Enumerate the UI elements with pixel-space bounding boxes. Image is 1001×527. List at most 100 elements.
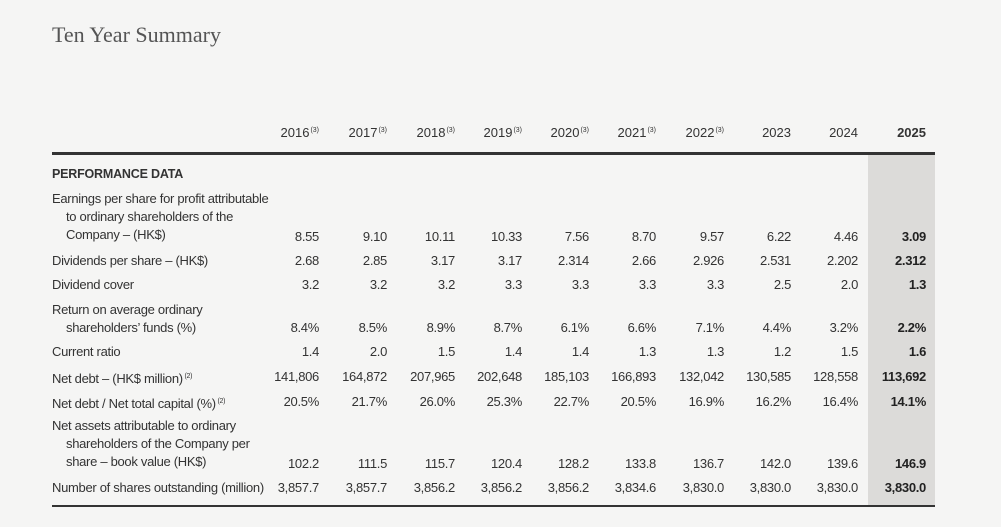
year-label: 2017: [348, 125, 378, 140]
year-header-2016: 2016(3): [281, 125, 319, 140]
table-cell: 2.312: [894, 253, 926, 268]
row-label-line: shareholders of the Company per: [66, 436, 250, 451]
table-cell: 1.4: [301, 344, 319, 359]
row-label-line: Net assets attributable to ordinary: [52, 418, 236, 433]
table-cell: 2.85: [362, 253, 387, 268]
year-header-2018: 2018(3): [417, 125, 455, 140]
table-cell: 10.33: [490, 229, 522, 244]
row-label-line: Company – (HK$): [66, 227, 166, 242]
year-header-2022: 2022(3): [686, 125, 724, 140]
table-cell: 2.5: [773, 277, 791, 292]
table-cell: 3,856.2: [547, 480, 590, 495]
table-cell: 2.0: [840, 277, 858, 292]
table-cell: 3.09: [901, 229, 926, 244]
year-header-2021: 2021(3): [618, 125, 656, 140]
row-footnote: (2): [215, 398, 226, 405]
row-label-line: share – book value (HK$): [66, 454, 207, 469]
year-label: 2018: [416, 125, 446, 140]
year-header-2023: 2023: [762, 125, 791, 140]
table-cell: 146.9: [894, 456, 926, 471]
table-cell: 1.4: [571, 344, 589, 359]
page-title: Ten Year Summary: [52, 22, 221, 47]
table-cell: 132,042: [679, 369, 724, 384]
table-cell: 3,857.7: [277, 480, 320, 495]
year-label: 2019: [483, 125, 513, 140]
row-label-line: Dividends per share – (HK$): [52, 253, 208, 268]
table-cell: 26.0%: [419, 394, 456, 409]
table-cell: 130,585: [746, 369, 791, 384]
table-cell: 3,830.0: [884, 480, 927, 495]
table-cell: 3,857.7: [345, 480, 388, 495]
table-cell: 128,558: [813, 369, 858, 384]
row-label: Net debt / Net total capital (%) (2): [52, 393, 225, 413]
table-cell: 8.4%: [290, 320, 320, 335]
table-cell: 6.1%: [560, 320, 590, 335]
table-cell: 166,893: [611, 369, 656, 384]
row-label-line: Current ratio: [52, 344, 121, 359]
row-label-line: Return on average ordinary: [52, 302, 203, 317]
table-cell: 7.56: [564, 229, 589, 244]
table-cell: 22.7%: [553, 394, 590, 409]
year-header-2019: 2019(3): [484, 125, 522, 140]
table-cell: 16.2%: [755, 394, 792, 409]
table-cell: 3.17: [497, 253, 522, 268]
row-label: Net debt – (HK$ million) (2): [52, 368, 192, 388]
year-header-2024: 2024: [829, 125, 858, 140]
table-cell: 21.7%: [351, 394, 388, 409]
table-cell: 16.4%: [822, 394, 859, 409]
table-cell: 8.55: [294, 229, 319, 244]
table-cell: 3.2%: [829, 320, 859, 335]
row-label-line: to ordinary shareholders of the: [66, 209, 234, 224]
table-cell: 3,834.6: [614, 480, 657, 495]
table-cell: 1.2: [773, 344, 791, 359]
table-cell: 102.2: [287, 456, 319, 471]
year-label: 2025: [897, 125, 926, 140]
table-cell: 8.5%: [358, 320, 388, 335]
row-label-line: Net debt – (HK$ million) (2): [52, 371, 193, 386]
table-cell: 2.202: [826, 253, 858, 268]
row-label: Earnings per share for profit attributab…: [52, 190, 269, 244]
row-label-line: Earnings per share for profit attributab…: [52, 191, 269, 206]
current-year-highlight: [868, 155, 935, 505]
table-cell: 2.0: [369, 344, 387, 359]
table-cell: 3,856.2: [480, 480, 523, 495]
table-cell: 3.2: [437, 277, 455, 292]
table-cell: 2.926: [692, 253, 724, 268]
table-cell: 3,830.0: [682, 480, 725, 495]
table-cell: 20.5%: [620, 394, 657, 409]
table-cell: 120.4: [490, 456, 522, 471]
table-cell: 3,830.0: [749, 480, 792, 495]
table-cell: 1.6: [908, 344, 926, 359]
year-footnote: (3): [580, 127, 589, 134]
table-cell: 7.1%: [695, 320, 725, 335]
row-label: Current ratio: [52, 343, 121, 361]
table-cell: 1.3: [706, 344, 724, 359]
row-label-line: shareholders’ funds (%): [66, 320, 196, 335]
table-cell: 1.4: [504, 344, 522, 359]
table-cell: 9.10: [362, 229, 387, 244]
table-cell: 3.2: [301, 277, 319, 292]
row-label: Return on average ordinary shareholders’ …: [52, 301, 203, 337]
row-label-line: Net debt / Net total capital (%) (2): [52, 396, 226, 411]
table-cell: 113,692: [881, 369, 926, 384]
year-header-2025: 2025: [897, 125, 926, 140]
year-label: 2021: [617, 125, 647, 140]
row-label: Number of shares outstanding (million): [52, 479, 264, 497]
table-cell: 9.57: [699, 229, 724, 244]
table-cell: 164,872: [342, 369, 387, 384]
table-cell: 25.3%: [486, 394, 523, 409]
year-label: 2024: [829, 125, 858, 140]
table-cell: 4.46: [833, 229, 858, 244]
table-cell: 1.3: [638, 344, 656, 359]
table-cell: 1.3: [908, 277, 926, 292]
table-cell: 3,856.2: [413, 480, 456, 495]
year-label: 2016: [280, 125, 310, 140]
year-label: 2023: [762, 125, 791, 140]
table-cell: 14.1%: [890, 394, 927, 409]
table-cell: 202,648: [477, 369, 522, 384]
table-cell: 10.11: [424, 229, 455, 244]
table-cell: 2.68: [294, 253, 319, 268]
table-cell: 3.3: [706, 277, 724, 292]
table-cell: 16.9%: [688, 394, 725, 409]
table-cell: 136.7: [692, 456, 724, 471]
